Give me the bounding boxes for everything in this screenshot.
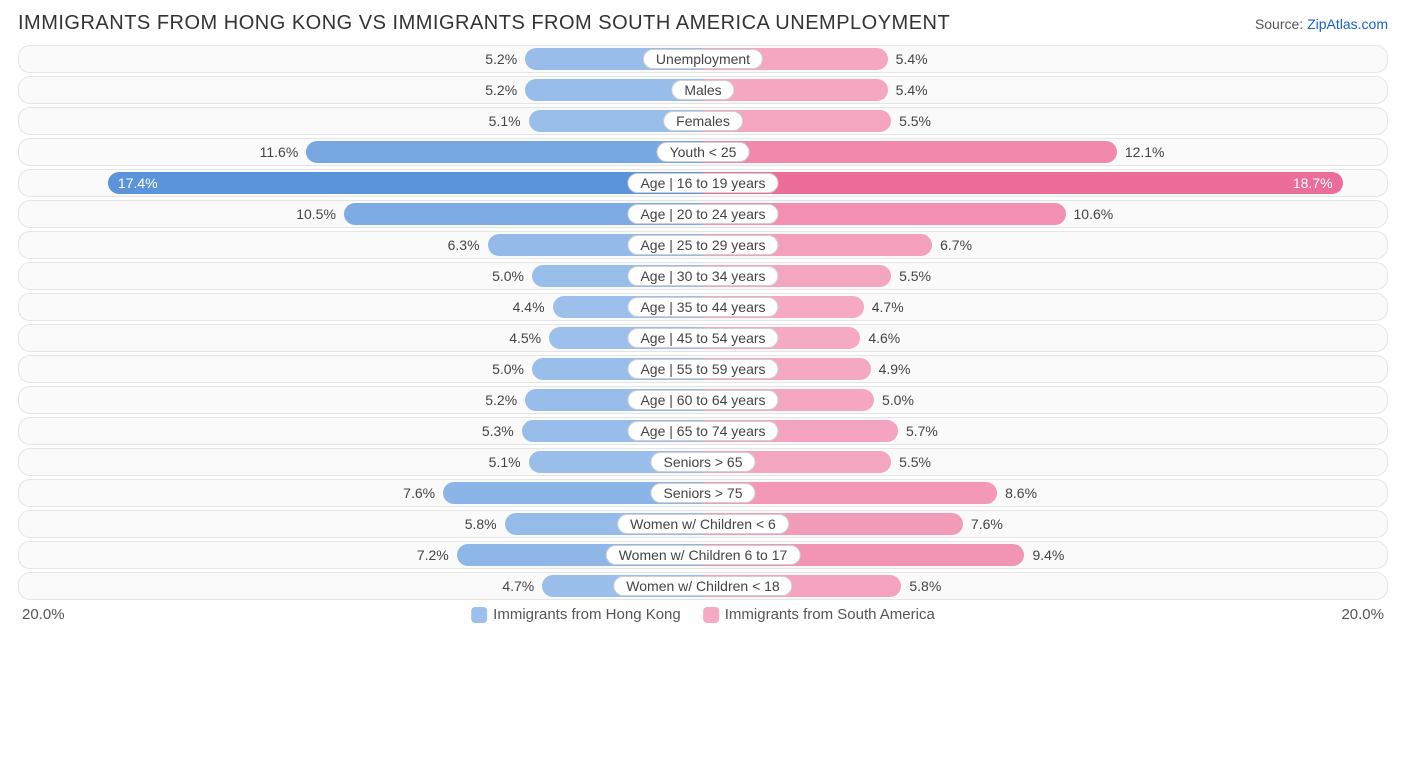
chart-row: 4.7% 5.8% Women w/ Children < 18: [18, 572, 1388, 600]
value-left: 4.7%: [502, 578, 542, 594]
category-label: Age | 60 to 64 years: [627, 390, 778, 410]
chart-row: 5.2% 5.0% Age | 60 to 64 years: [18, 386, 1388, 414]
chart-row: 11.6%12.1%Youth < 25: [18, 138, 1388, 166]
category-label: Women w/ Children < 6: [617, 514, 789, 534]
chart-row: 5.8% 7.6% Women w/ Children < 6: [18, 510, 1388, 538]
value-right: 5.7%: [898, 423, 938, 439]
category-label: Unemployment: [643, 49, 763, 69]
value-right: 5.4%: [888, 51, 928, 67]
legend-label-left: Immigrants from Hong Kong: [493, 606, 681, 623]
value-left: 7.2%: [417, 547, 457, 563]
value-right: 5.4%: [888, 82, 928, 98]
chart-row: 7.2% 9.4% Women w/ Children 6 to 17: [18, 541, 1388, 569]
chart-title: IMMIGRANTS FROM HONG KONG VS IMMIGRANTS …: [18, 12, 950, 35]
chart-row: 17.4% 18.7% Age | 16 to 19 years: [18, 169, 1388, 197]
category-label: Youth < 25: [657, 142, 750, 162]
source-prefix: Source:: [1255, 16, 1307, 32]
category-label: Seniors > 75: [651, 483, 756, 503]
bar-right: 12.1%: [703, 141, 1117, 163]
source-link[interactable]: ZipAtlas.com: [1307, 16, 1388, 32]
value-left: 5.1%: [489, 454, 529, 470]
chart-row: 10.5% 10.6% Age | 20 to 24 years: [18, 200, 1388, 228]
chart-row: 5.2% 5.4% Males: [18, 76, 1388, 104]
value-left: 10.5%: [296, 206, 344, 222]
category-label: Age | 25 to 29 years: [627, 235, 778, 255]
chart-row: 5.1% 5.5% Seniors > 65: [18, 448, 1388, 476]
value-right: 9.4%: [1024, 547, 1064, 563]
category-label: Females: [663, 111, 743, 131]
value-left: 5.2%: [485, 82, 525, 98]
value-right: 4.9%: [871, 361, 911, 377]
bar-right: 18.7%: [703, 172, 1343, 194]
category-label: Age | 30 to 34 years: [627, 266, 778, 286]
category-label: Males: [671, 80, 734, 100]
chart-row: 5.2% 5.4% Unemployment: [18, 45, 1388, 73]
value-left: 5.0%: [492, 268, 532, 284]
value-left: 11.6%: [260, 144, 307, 160]
chart-row: 6.3% 6.7% Age | 25 to 29 years: [18, 231, 1388, 259]
value-left: 5.2%: [485, 51, 525, 67]
bar-left: 17.4%: [108, 172, 703, 194]
category-label: Age | 65 to 74 years: [627, 421, 778, 441]
value-left: 5.2%: [485, 392, 525, 408]
value-left: 17.4%: [108, 175, 168, 191]
diverging-bar-chart: 5.2% 5.4% Unemployment 5.2% 5.4% Males 5.1% 5.5…: [18, 45, 1388, 600]
chart-row: 5.0% 5.5% Age | 30 to 34 years: [18, 262, 1388, 290]
value-left: 5.3%: [482, 423, 522, 439]
value-left: 4.5%: [509, 330, 549, 346]
chart-row: 4.4% 4.7% Age | 35 to 44 years: [18, 293, 1388, 321]
chart-footer: 20.0% Immigrants from Hong Kong Immigran…: [18, 606, 1388, 623]
category-label: Age | 55 to 59 years: [627, 359, 778, 379]
value-left: 5.8%: [465, 516, 505, 532]
value-right: 18.7%: [1283, 175, 1343, 191]
value-right: 7.6%: [963, 516, 1003, 532]
legend-swatch-right: [703, 607, 719, 623]
value-left: 6.3%: [448, 237, 488, 253]
value-left: 5.0%: [492, 361, 532, 377]
bar-left: 11.6%: [306, 141, 703, 163]
legend: Immigrants from Hong Kong Immigrants fro…: [471, 606, 935, 623]
value-right: 8.6%: [997, 485, 1037, 501]
category-label: Women w/ Children 6 to 17: [606, 545, 801, 565]
legend-item-left: Immigrants from Hong Kong: [471, 606, 681, 623]
chart-row: 5.1% 5.5% Females: [18, 107, 1388, 135]
category-label: Age | 16 to 19 years: [627, 173, 778, 193]
category-label: Women w/ Children < 18: [613, 576, 792, 596]
legend-swatch-left: [471, 607, 487, 623]
chart-row: 7.6% 8.6% Seniors > 75: [18, 479, 1388, 507]
value-right: 5.0%: [874, 392, 914, 408]
value-right: 6.7%: [932, 237, 972, 253]
chart-row: 5.0% 4.9% Age | 55 to 59 years: [18, 355, 1388, 383]
category-label: Age | 20 to 24 years: [627, 204, 778, 224]
category-label: Seniors > 65: [651, 452, 756, 472]
category-label: Age | 45 to 54 years: [627, 328, 778, 348]
value-right: 5.5%: [891, 113, 931, 129]
chart-row: 5.3% 5.7% Age | 65 to 74 years: [18, 417, 1388, 445]
value-right: 12.1%: [1117, 144, 1165, 160]
legend-item-right: Immigrants from South America: [703, 606, 935, 623]
value-left: 5.1%: [489, 113, 529, 129]
value-right: 5.5%: [891, 454, 931, 470]
value-left: 4.4%: [513, 299, 553, 315]
value-right: 5.8%: [901, 578, 941, 594]
legend-label-right: Immigrants from South America: [725, 606, 935, 623]
value-right: 10.6%: [1066, 206, 1114, 222]
value-right: 5.5%: [891, 268, 931, 284]
value-right: 4.6%: [860, 330, 900, 346]
value-right: 4.7%: [864, 299, 904, 315]
category-label: Age | 35 to 44 years: [627, 297, 778, 317]
source-attribution: Source: ZipAtlas.com: [1255, 16, 1388, 32]
value-left: 7.6%: [403, 485, 443, 501]
chart-row: 4.5% 4.6% Age | 45 to 54 years: [18, 324, 1388, 352]
